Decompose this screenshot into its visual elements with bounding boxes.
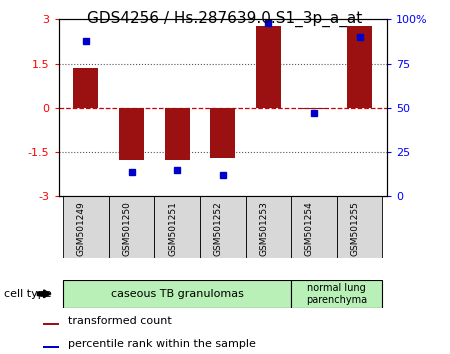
Text: normal lung
parenchyma: normal lung parenchyma: [306, 283, 367, 305]
Text: GSM501251: GSM501251: [168, 201, 177, 256]
Text: GDS4256 / Hs.287639.0.S1_3p_a_at: GDS4256 / Hs.287639.0.S1_3p_a_at: [87, 11, 363, 27]
Bar: [256, 26, 281, 108]
Bar: [291, 280, 382, 308]
Bar: [43, 323, 59, 325]
Bar: [119, 108, 144, 160]
Text: GSM501252: GSM501252: [214, 201, 223, 256]
Bar: [337, 196, 382, 258]
Text: percentile rank within the sample: percentile rank within the sample: [68, 339, 256, 349]
Text: GSM501254: GSM501254: [305, 201, 314, 256]
Bar: [200, 196, 246, 258]
Text: GSM501249: GSM501249: [77, 201, 86, 256]
Text: cell type: cell type: [4, 289, 52, 299]
Bar: [63, 196, 109, 258]
Bar: [210, 108, 235, 158]
Bar: [291, 196, 337, 258]
Bar: [347, 26, 372, 108]
Bar: [43, 346, 59, 348]
Text: GSM501253: GSM501253: [259, 201, 268, 256]
Bar: [246, 196, 291, 258]
Bar: [302, 108, 327, 109]
Bar: [63, 280, 291, 308]
Text: GSM501250: GSM501250: [122, 201, 131, 256]
Bar: [165, 108, 189, 160]
Bar: [109, 196, 154, 258]
Text: caseous TB granulomas: caseous TB granulomas: [111, 289, 243, 299]
Bar: [154, 196, 200, 258]
Text: transformed count: transformed count: [68, 316, 171, 326]
Text: GSM501255: GSM501255: [351, 201, 360, 256]
Bar: [73, 68, 99, 108]
